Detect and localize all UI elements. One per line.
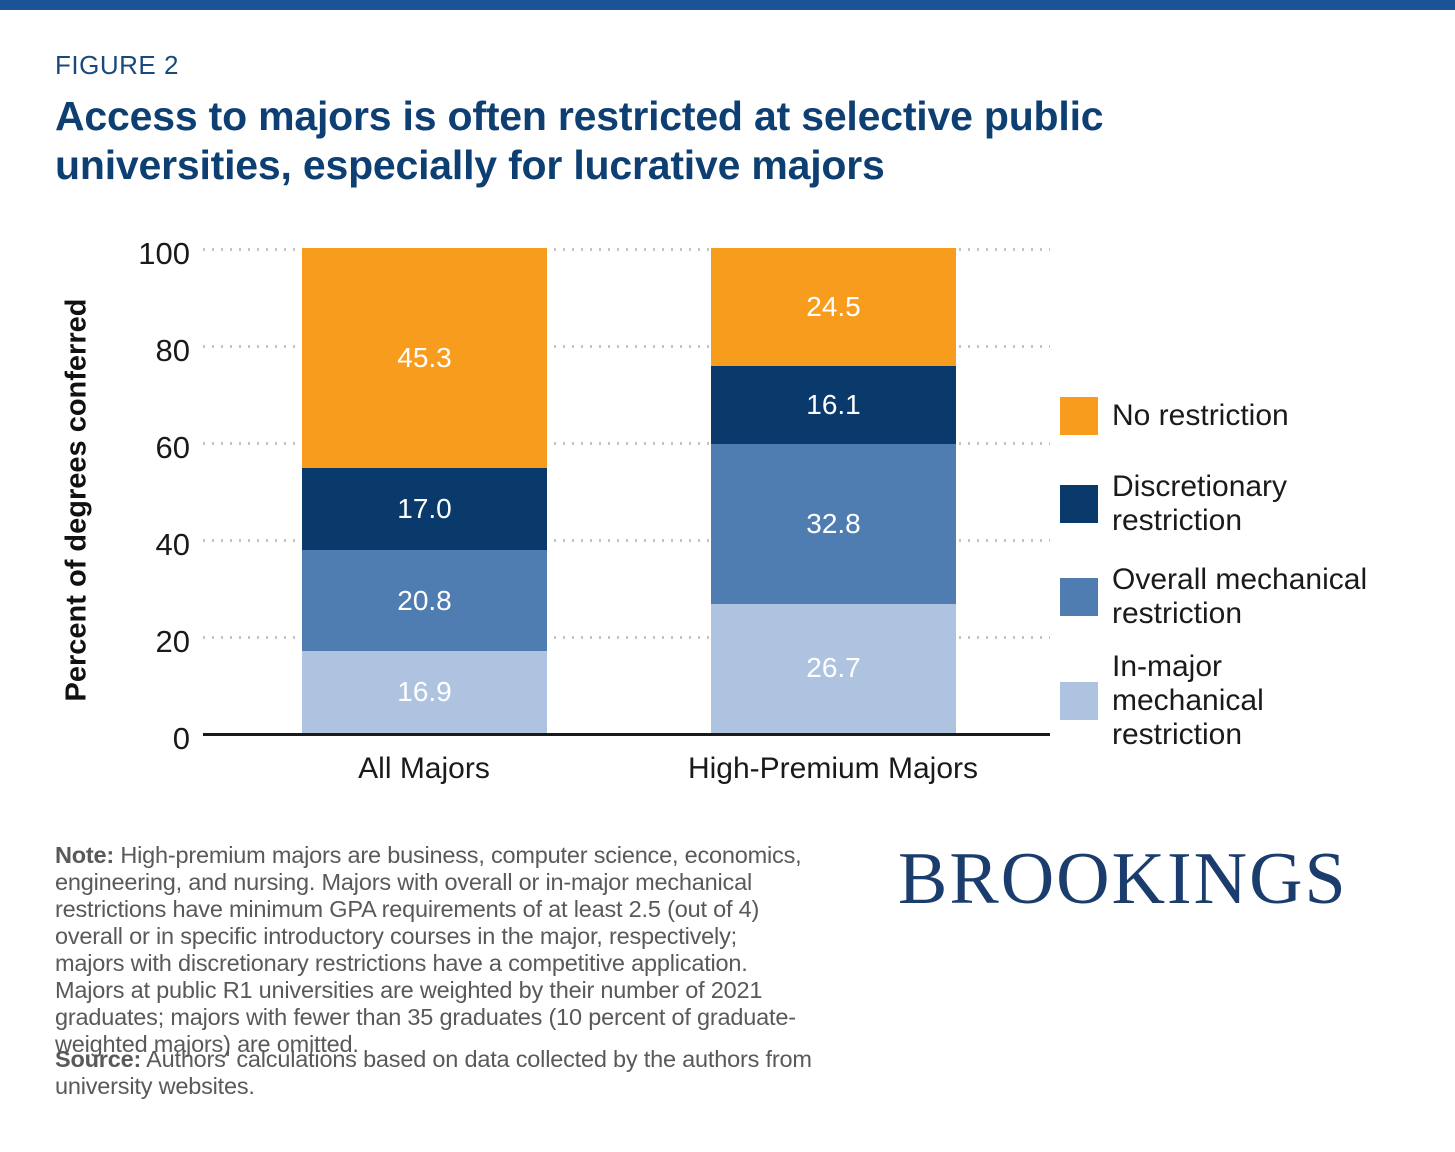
legend-label: Overall mechanical restriction [1112, 563, 1368, 630]
x-axis-category-label: All Majors [358, 752, 490, 785]
legend-item-discretionary-restriction: Discretionary restriction [1060, 470, 1287, 538]
bar-segment-value: 24.5 [806, 290, 861, 322]
bar-segment-value: 26.7 [806, 652, 861, 684]
top-accent-bar [0, 0, 1455, 10]
note-text: Note: High-premium majors are business, … [55, 842, 802, 1057]
y-tick-label: 100 [138, 236, 190, 271]
bar-segment: 24.5 [711, 247, 956, 367]
bar-segment: 26.7 [711, 603, 956, 733]
y-tick-label: 40 [155, 527, 190, 562]
bar-segment: 32.8 [711, 444, 956, 604]
bar-segment: 17.0 [302, 467, 547, 551]
legend-swatch-overall-mechanical-restriction [1060, 578, 1098, 616]
brookings-logo: BROOKINGS [898, 838, 1348, 920]
figure-label: FIGURE 2 [55, 50, 179, 80]
note-label: Note: [55, 842, 115, 868]
gridline [203, 539, 1050, 542]
legend-item-no-restriction: No restriction [1060, 397, 1289, 435]
gridline [203, 442, 1050, 445]
y-tick-label: 0 [172, 721, 190, 756]
gridline [203, 636, 1050, 639]
legend-item-in-major-mechanical-restriction: In-major mechanical restriction [1060, 650, 1264, 752]
bar-segment-value: 16.1 [806, 389, 861, 421]
bar-segment: 45.3 [302, 248, 547, 468]
bar-segment-value: 17.0 [397, 492, 452, 524]
source-text: Source: Authors' calculations based on d… [55, 1046, 812, 1099]
legend-swatch-discretionary-restriction [1060, 485, 1098, 523]
bar-segment-value: 20.8 [397, 584, 452, 616]
y-tick-label: 20 [155, 624, 190, 659]
y-axis-title: Percent of degrees conferred [60, 298, 93, 702]
legend-swatch-no-restriction [1060, 397, 1098, 435]
legend-label: No restriction [1112, 399, 1289, 432]
y-tick-label: 60 [155, 430, 190, 465]
y-tick-label: 80 [155, 333, 190, 368]
x-axis-category-label: High-Premium Majors [687, 752, 979, 785]
bar-segment: 16.1 [711, 366, 956, 445]
gridline [203, 248, 1050, 251]
legend-item-overall-mechanical-restriction: Overall mechanical restriction [1060, 563, 1367, 631]
bar-segment-value: 32.8 [806, 507, 861, 539]
legend-swatch-in-major-mechanical-restriction [1060, 682, 1098, 720]
bar-all-majors: 16.9 20.8 17.0 45.3 [302, 248, 547, 733]
bar-segment-value: 45.3 [397, 341, 452, 373]
legend-label: Discretionary restriction [1112, 470, 1288, 537]
gridline [203, 345, 1050, 348]
bar-segment: 16.9 [302, 651, 547, 733]
figure-title: Access to majors is often restricted at … [55, 93, 1104, 188]
legend-label: In-major mechanical restriction [1112, 650, 1264, 751]
source-label: Source: [55, 1046, 142, 1072]
bar-segment: 20.8 [302, 550, 547, 652]
x-axis-line [203, 733, 1050, 736]
bar-segment-value: 16.9 [397, 676, 452, 708]
bar-high-premium-majors: 26.7 32.8 16.1 24.5 [711, 247, 956, 733]
